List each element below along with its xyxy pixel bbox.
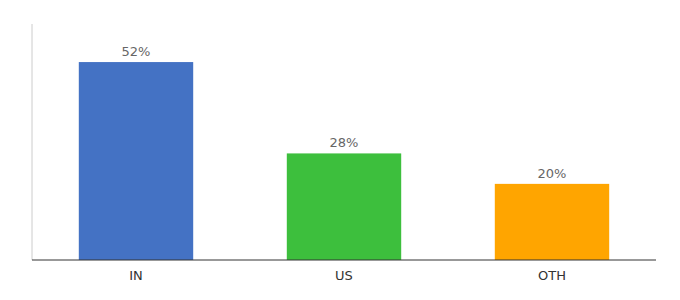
x-axis-line [32, 260, 656, 261]
chart-svg: 52% 28% 20% IN US OTH [0, 0, 680, 300]
bar [79, 62, 193, 260]
data-label: 28% [330, 135, 359, 150]
data-labels: 52% 28% 20% [122, 44, 567, 181]
x-tick-label: US [335, 268, 353, 283]
x-tick-label: OTH [538, 268, 566, 283]
bar [495, 184, 609, 260]
x-tick-label: IN [129, 268, 143, 283]
bars [79, 62, 609, 260]
x-axis-labels: IN US OTH [129, 268, 566, 283]
data-label: 52% [122, 44, 151, 59]
data-label: 20% [538, 166, 567, 181]
bar [287, 153, 401, 260]
y-axis-line [32, 24, 33, 260]
chart-container: 52% 28% 20% IN US OTH [0, 0, 680, 300]
